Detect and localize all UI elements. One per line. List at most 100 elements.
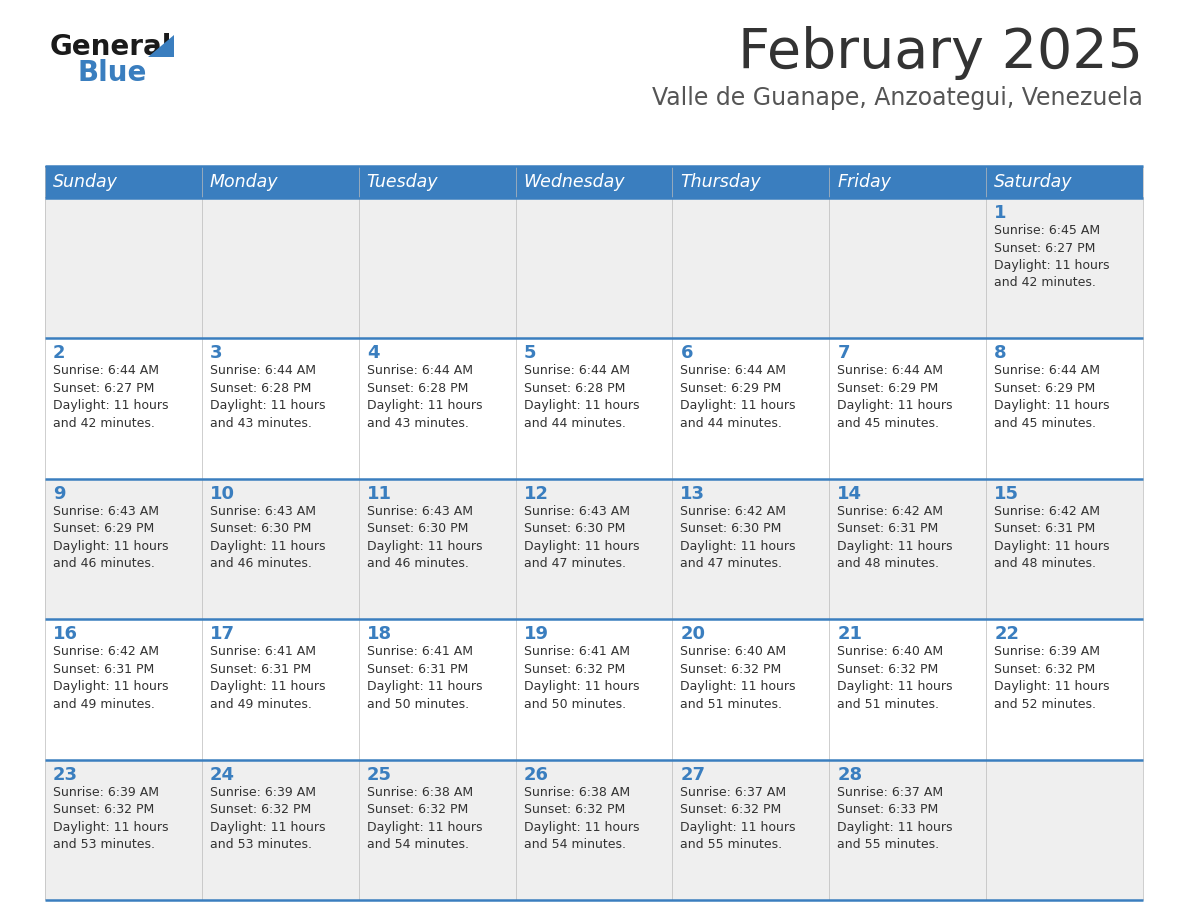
Text: and 44 minutes.: and 44 minutes. bbox=[524, 417, 625, 430]
Text: and 44 minutes.: and 44 minutes. bbox=[681, 417, 783, 430]
Text: Sunset: 6:28 PM: Sunset: 6:28 PM bbox=[367, 382, 468, 395]
Text: and 54 minutes.: and 54 minutes. bbox=[367, 838, 469, 851]
Text: and 51 minutes.: and 51 minutes. bbox=[681, 698, 783, 711]
Text: Daylight: 11 hours: Daylight: 11 hours bbox=[681, 540, 796, 553]
Text: Sunset: 6:29 PM: Sunset: 6:29 PM bbox=[838, 382, 939, 395]
Text: Sunset: 6:30 PM: Sunset: 6:30 PM bbox=[367, 522, 468, 535]
Text: Daylight: 11 hours: Daylight: 11 hours bbox=[994, 680, 1110, 693]
Text: Sunset: 6:29 PM: Sunset: 6:29 PM bbox=[53, 522, 154, 535]
Text: 22: 22 bbox=[994, 625, 1019, 644]
Text: and 47 minutes.: and 47 minutes. bbox=[681, 557, 783, 570]
Text: Daylight: 11 hours: Daylight: 11 hours bbox=[838, 680, 953, 693]
Text: 5: 5 bbox=[524, 344, 536, 363]
Text: Sunrise: 6:43 AM: Sunrise: 6:43 AM bbox=[524, 505, 630, 518]
Text: Sunset: 6:31 PM: Sunset: 6:31 PM bbox=[994, 522, 1095, 535]
Text: Sunset: 6:32 PM: Sunset: 6:32 PM bbox=[838, 663, 939, 676]
Text: and 45 minutes.: and 45 minutes. bbox=[838, 417, 940, 430]
Text: Daylight: 11 hours: Daylight: 11 hours bbox=[994, 540, 1110, 553]
Bar bbox=[829, 166, 986, 198]
Text: Daylight: 11 hours: Daylight: 11 hours bbox=[524, 540, 639, 553]
Text: Monday: Monday bbox=[210, 173, 278, 191]
Text: Sunrise: 6:41 AM: Sunrise: 6:41 AM bbox=[524, 645, 630, 658]
Text: Daylight: 11 hours: Daylight: 11 hours bbox=[681, 399, 796, 412]
Text: and 51 minutes.: and 51 minutes. bbox=[838, 698, 940, 711]
Text: and 42 minutes.: and 42 minutes. bbox=[994, 276, 1097, 289]
Text: and 50 minutes.: and 50 minutes. bbox=[367, 698, 469, 711]
Text: Sunrise: 6:41 AM: Sunrise: 6:41 AM bbox=[210, 645, 316, 658]
Text: 14: 14 bbox=[838, 485, 862, 503]
Text: Sunrise: 6:44 AM: Sunrise: 6:44 AM bbox=[210, 364, 316, 377]
Text: and 45 minutes.: and 45 minutes. bbox=[994, 417, 1097, 430]
Text: Sunset: 6:29 PM: Sunset: 6:29 PM bbox=[994, 382, 1095, 395]
Text: 12: 12 bbox=[524, 485, 549, 503]
Text: Wednesday: Wednesday bbox=[524, 173, 625, 191]
Text: 4: 4 bbox=[367, 344, 379, 363]
Bar bbox=[45, 620, 1143, 759]
Text: Daylight: 11 hours: Daylight: 11 hours bbox=[524, 821, 639, 834]
Text: Sunset: 6:30 PM: Sunset: 6:30 PM bbox=[681, 522, 782, 535]
Text: Daylight: 11 hours: Daylight: 11 hours bbox=[367, 540, 482, 553]
Text: and 54 minutes.: and 54 minutes. bbox=[524, 838, 626, 851]
Text: Sunrise: 6:38 AM: Sunrise: 6:38 AM bbox=[367, 786, 473, 799]
Text: 28: 28 bbox=[838, 766, 862, 784]
Text: Daylight: 11 hours: Daylight: 11 hours bbox=[838, 399, 953, 412]
Text: Sunrise: 6:37 AM: Sunrise: 6:37 AM bbox=[681, 786, 786, 799]
Text: Daylight: 11 hours: Daylight: 11 hours bbox=[367, 680, 482, 693]
Bar bbox=[45, 198, 1143, 339]
Text: Sunrise: 6:42 AM: Sunrise: 6:42 AM bbox=[838, 505, 943, 518]
Text: Sunset: 6:32 PM: Sunset: 6:32 PM bbox=[53, 803, 154, 816]
Text: Sunrise: 6:39 AM: Sunrise: 6:39 AM bbox=[53, 786, 159, 799]
Text: Sunrise: 6:42 AM: Sunrise: 6:42 AM bbox=[994, 505, 1100, 518]
Text: Daylight: 11 hours: Daylight: 11 hours bbox=[681, 821, 796, 834]
Text: and 48 minutes.: and 48 minutes. bbox=[994, 557, 1097, 570]
Text: Sunrise: 6:45 AM: Sunrise: 6:45 AM bbox=[994, 224, 1100, 237]
Text: 27: 27 bbox=[681, 766, 706, 784]
Bar bbox=[359, 166, 516, 198]
Text: 19: 19 bbox=[524, 625, 549, 644]
Text: Daylight: 11 hours: Daylight: 11 hours bbox=[367, 821, 482, 834]
Text: Blue: Blue bbox=[78, 59, 147, 87]
Text: and 55 minutes.: and 55 minutes. bbox=[838, 838, 940, 851]
Text: Sunset: 6:32 PM: Sunset: 6:32 PM bbox=[524, 803, 625, 816]
Text: Sunrise: 6:37 AM: Sunrise: 6:37 AM bbox=[838, 786, 943, 799]
Polygon shape bbox=[148, 35, 173, 57]
Text: Daylight: 11 hours: Daylight: 11 hours bbox=[367, 399, 482, 412]
Text: Sunrise: 6:44 AM: Sunrise: 6:44 AM bbox=[524, 364, 630, 377]
Text: and 43 minutes.: and 43 minutes. bbox=[210, 417, 311, 430]
Text: and 46 minutes.: and 46 minutes. bbox=[367, 557, 468, 570]
Text: and 55 minutes.: and 55 minutes. bbox=[681, 838, 783, 851]
Text: and 49 minutes.: and 49 minutes. bbox=[53, 698, 154, 711]
Text: 11: 11 bbox=[367, 485, 392, 503]
Text: Friday: Friday bbox=[838, 173, 891, 191]
Text: 20: 20 bbox=[681, 625, 706, 644]
Text: Sunrise: 6:44 AM: Sunrise: 6:44 AM bbox=[994, 364, 1100, 377]
Text: Sunrise: 6:39 AM: Sunrise: 6:39 AM bbox=[994, 645, 1100, 658]
Text: 17: 17 bbox=[210, 625, 235, 644]
Text: Sunset: 6:27 PM: Sunset: 6:27 PM bbox=[53, 382, 154, 395]
Text: Daylight: 11 hours: Daylight: 11 hours bbox=[53, 399, 169, 412]
Text: Sunset: 6:31 PM: Sunset: 6:31 PM bbox=[53, 663, 154, 676]
Text: Sunset: 6:31 PM: Sunset: 6:31 PM bbox=[210, 663, 311, 676]
Text: 23: 23 bbox=[53, 766, 78, 784]
Text: Sunrise: 6:41 AM: Sunrise: 6:41 AM bbox=[367, 645, 473, 658]
Text: and 52 minutes.: and 52 minutes. bbox=[994, 698, 1097, 711]
Text: Daylight: 11 hours: Daylight: 11 hours bbox=[210, 540, 326, 553]
Text: 15: 15 bbox=[994, 485, 1019, 503]
Text: Sunrise: 6:44 AM: Sunrise: 6:44 AM bbox=[838, 364, 943, 377]
Text: Daylight: 11 hours: Daylight: 11 hours bbox=[210, 821, 326, 834]
Text: Daylight: 11 hours: Daylight: 11 hours bbox=[53, 540, 169, 553]
Text: and 53 minutes.: and 53 minutes. bbox=[210, 838, 312, 851]
Text: and 42 minutes.: and 42 minutes. bbox=[53, 417, 154, 430]
Text: and 46 minutes.: and 46 minutes. bbox=[210, 557, 311, 570]
Text: Tuesday: Tuesday bbox=[367, 173, 438, 191]
Text: 6: 6 bbox=[681, 344, 693, 363]
Text: Sunrise: 6:44 AM: Sunrise: 6:44 AM bbox=[53, 364, 159, 377]
Text: Sunrise: 6:42 AM: Sunrise: 6:42 AM bbox=[53, 645, 159, 658]
Text: Sunset: 6:32 PM: Sunset: 6:32 PM bbox=[367, 803, 468, 816]
Text: Thursday: Thursday bbox=[681, 173, 762, 191]
Text: 13: 13 bbox=[681, 485, 706, 503]
Text: Sunset: 6:32 PM: Sunset: 6:32 PM bbox=[524, 663, 625, 676]
Text: Sunset: 6:30 PM: Sunset: 6:30 PM bbox=[210, 522, 311, 535]
Text: Daylight: 11 hours: Daylight: 11 hours bbox=[524, 680, 639, 693]
Text: and 53 minutes.: and 53 minutes. bbox=[53, 838, 154, 851]
